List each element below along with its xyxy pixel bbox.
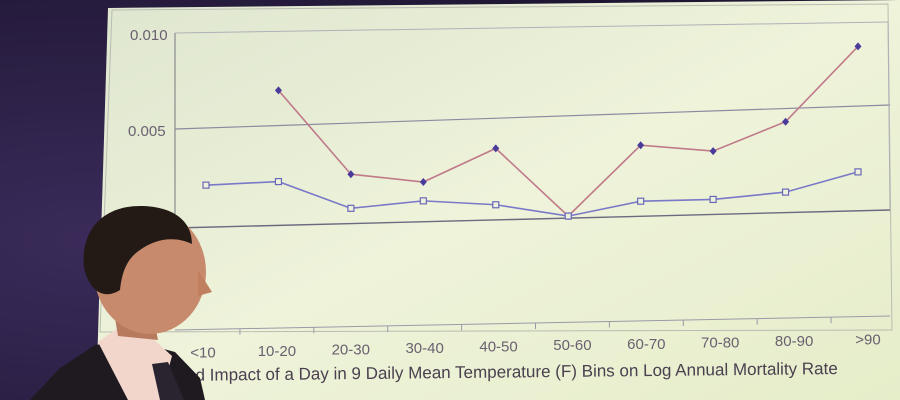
data-point bbox=[854, 168, 862, 176]
presenter-tie bbox=[152, 362, 184, 400]
data-point bbox=[347, 170, 355, 179]
data-point bbox=[709, 195, 717, 204]
data-point bbox=[274, 177, 283, 186]
category-axis bbox=[174, 315, 891, 331]
presenter-hair bbox=[83, 206, 192, 295]
plot-right-edge bbox=[887, 21, 891, 211]
x-tick-label: 40-50 bbox=[479, 339, 517, 356]
data-point bbox=[854, 42, 862, 51]
x-tick-label: 10-20 bbox=[258, 343, 296, 360]
y-tick-label: 0.010 bbox=[130, 27, 168, 44]
gridline-mid bbox=[174, 104, 891, 130]
x-tick-label: 20-30 bbox=[332, 342, 370, 359]
presenter-shirt-collar bbox=[98, 328, 172, 400]
data-point bbox=[274, 86, 282, 95]
x-tick-layer: <10 10-20 20-30 30-40 40-50 50-60 60-70 70-80 80… bbox=[174, 315, 891, 361]
data-point bbox=[347, 204, 355, 212]
presenter-nose bbox=[198, 270, 212, 296]
data-point bbox=[637, 141, 645, 150]
x-tick-label: 30-40 bbox=[405, 340, 443, 357]
x-tick-label: <10 bbox=[190, 344, 215, 361]
x-tick-label: 80-90 bbox=[775, 333, 813, 350]
data-point bbox=[564, 212, 572, 220]
data-point bbox=[419, 178, 427, 187]
data-point bbox=[202, 181, 210, 189]
projection-screen bbox=[96, 0, 900, 400]
x-tick-label: 70-80 bbox=[701, 334, 739, 351]
gridline-top bbox=[174, 21, 889, 34]
x-tick-label: >90 bbox=[855, 331, 880, 348]
data-point bbox=[492, 144, 500, 153]
data-point bbox=[782, 117, 790, 126]
presenter bbox=[30, 206, 212, 400]
x-axis bbox=[174, 209, 891, 229]
y-tick-label: 0.005 bbox=[128, 123, 166, 140]
series-layer bbox=[202, 42, 862, 221]
data-point bbox=[419, 197, 427, 205]
series-line bbox=[205, 171, 859, 217]
data-point bbox=[781, 188, 790, 196]
data-point bbox=[637, 197, 645, 205]
x-tick-label: 60-70 bbox=[627, 336, 665, 353]
data-point bbox=[492, 201, 500, 209]
x-tick-label: 50-60 bbox=[553, 337, 591, 354]
data-point bbox=[709, 147, 717, 156]
